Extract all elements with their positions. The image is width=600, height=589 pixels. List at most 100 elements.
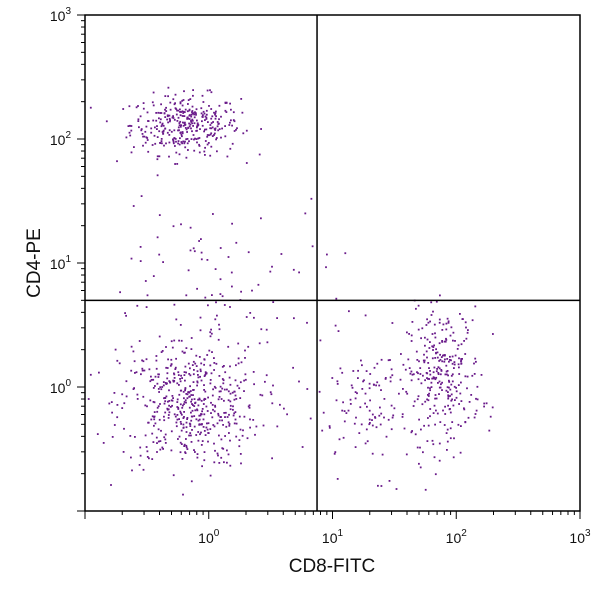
- data-point: [218, 118, 220, 121]
- data-point: [183, 416, 185, 418]
- data-point: [219, 385, 222, 388]
- data-point: [378, 384, 381, 387]
- data-point: [461, 358, 463, 360]
- data-point: [384, 378, 387, 380]
- data-point: [150, 418, 153, 421]
- data-point: [199, 433, 201, 436]
- data-point: [228, 432, 230, 434]
- data-point: [210, 328, 212, 331]
- data-point: [184, 388, 187, 390]
- data-point: [254, 433, 256, 436]
- data-point: [366, 405, 368, 408]
- data-point: [184, 146, 187, 149]
- data-point: [239, 397, 242, 399]
- data-point: [188, 434, 190, 437]
- data-point: [210, 332, 213, 335]
- data-point: [190, 113, 193, 116]
- data-point: [371, 424, 374, 427]
- data-point: [204, 374, 207, 376]
- data-point: [196, 119, 198, 122]
- data-point: [371, 419, 373, 421]
- data-point: [272, 301, 275, 303]
- data-point: [215, 362, 218, 365]
- data-point: [218, 128, 221, 130]
- data-point: [170, 449, 173, 452]
- data-point: [198, 397, 201, 400]
- data-point: [189, 423, 192, 426]
- data-point: [167, 95, 169, 98]
- data-point: [408, 367, 411, 369]
- data-point: [328, 425, 331, 427]
- data-point: [190, 411, 192, 414]
- data-point: [160, 125, 163, 128]
- data-point: [432, 443, 435, 446]
- data-point: [200, 112, 203, 115]
- data-point: [162, 261, 164, 263]
- data-point: [173, 129, 176, 132]
- data-point: [444, 354, 446, 356]
- data-point: [209, 124, 212, 126]
- data-point: [408, 333, 410, 335]
- data-point: [213, 128, 216, 130]
- data-point: [162, 448, 164, 450]
- data-point: [215, 115, 217, 118]
- data-point: [374, 417, 377, 419]
- data-point: [209, 428, 212, 430]
- data-point: [182, 417, 185, 419]
- data-point: [355, 416, 357, 419]
- data-point: [157, 111, 160, 114]
- data-point: [175, 425, 178, 428]
- data-point: [216, 422, 219, 425]
- data-point: [439, 373, 442, 376]
- data-point: [179, 378, 181, 380]
- data-point: [197, 439, 200, 442]
- data-point: [227, 390, 230, 393]
- data-point: [233, 130, 236, 132]
- data-point: [466, 331, 469, 334]
- data-point: [186, 131, 188, 133]
- data-point: [177, 142, 179, 145]
- data-point: [434, 332, 436, 335]
- data-point: [217, 338, 220, 341]
- data-point: [264, 380, 266, 383]
- data-point: [207, 440, 209, 443]
- data-point: [439, 294, 441, 297]
- data-point: [466, 387, 468, 390]
- data-point: [138, 126, 140, 129]
- data-point: [152, 275, 155, 277]
- data-point: [426, 398, 428, 401]
- data-point: [178, 129, 180, 132]
- data-point: [450, 393, 453, 396]
- data-point: [206, 135, 209, 138]
- data-point: [151, 432, 154, 435]
- data-point: [206, 422, 208, 425]
- data-point: [209, 335, 212, 338]
- data-point: [460, 358, 463, 360]
- data-point: [452, 404, 455, 407]
- data-point: [492, 333, 494, 335]
- data-point: [428, 367, 430, 369]
- data-point: [420, 337, 422, 340]
- data-point: [453, 385, 456, 388]
- data-point: [201, 115, 204, 118]
- data-point: [280, 253, 283, 255]
- data-point: [474, 305, 477, 308]
- data-point: [160, 138, 163, 140]
- data-point: [335, 399, 338, 402]
- data-point: [190, 119, 192, 122]
- data-point: [442, 409, 444, 412]
- data-point: [229, 147, 232, 150]
- data-point: [450, 399, 453, 402]
- data-point: [429, 341, 431, 343]
- data-point: [183, 111, 186, 113]
- data-point: [205, 118, 208, 120]
- data-point: [162, 384, 165, 387]
- data-point: [98, 371, 100, 374]
- data-point: [198, 418, 201, 421]
- data-point: [136, 304, 139, 307]
- data-point: [170, 363, 173, 366]
- data-point: [452, 339, 454, 342]
- data-point: [180, 339, 183, 342]
- data-point: [350, 384, 353, 387]
- data-point: [395, 488, 398, 490]
